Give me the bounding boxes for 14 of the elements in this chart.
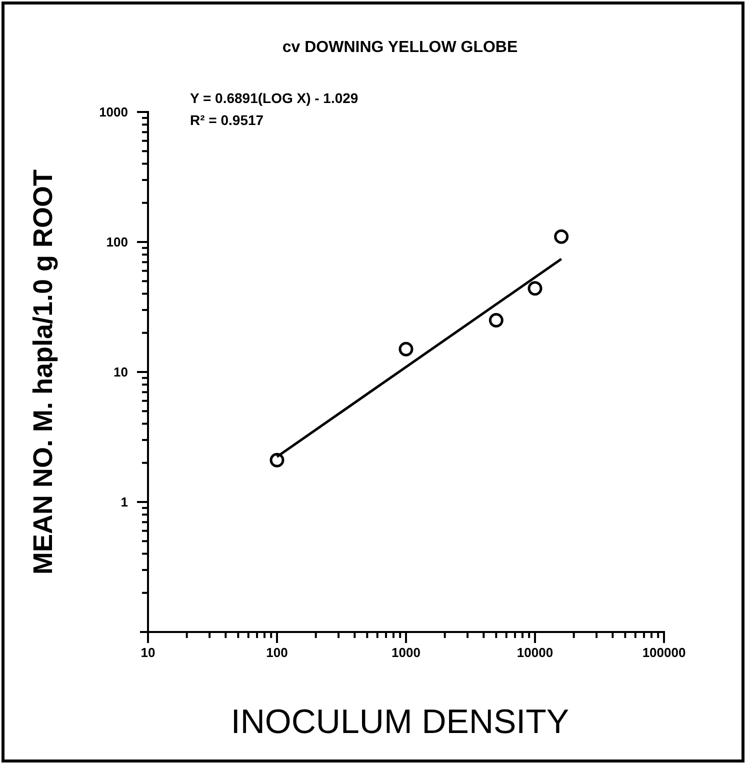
x-tick-label: 100 (266, 645, 288, 660)
chart-title: cv DOWNING YELLOW GLOBE (282, 39, 518, 56)
x-tick-label: 100000 (642, 645, 686, 660)
text: Y = 0.6891(LOG X) - 1.029 (190, 90, 358, 106)
x-tick-label: 10 (140, 645, 156, 660)
y-tick-label: 1 (120, 494, 128, 510)
y-tick-label: 1000 (99, 104, 128, 120)
x-tick-label: 10000 (516, 645, 554, 660)
x-axis-title: INOCULUM DENSITY (230, 703, 570, 741)
annotation: R² = 0.9517 (190, 112, 264, 128)
y-tick-label: 10 (114, 364, 128, 380)
x-tick-label: 1000 (392, 645, 420, 660)
y-axis-title: MEAN NO. M. hapla/1.0 g ROOT (28, 168, 58, 575)
y-tick-label: 100 (106, 234, 128, 250)
